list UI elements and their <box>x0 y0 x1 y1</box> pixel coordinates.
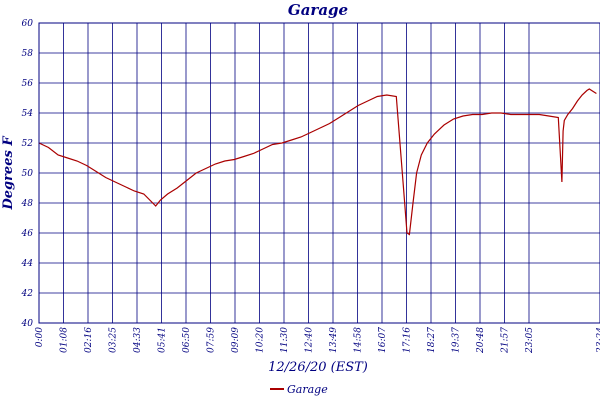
x-tick-label: 12:40 <box>305 327 315 353</box>
x-tick-label: 09:09 <box>231 327 241 353</box>
x-tick-label: 06:50 <box>182 327 192 353</box>
y-tick-label: 46 <box>21 229 34 239</box>
y-tick-label: 58 <box>22 49 34 59</box>
x-tick-label: 21:57 <box>501 327 511 354</box>
x-tick-label: 17:16 <box>403 327 413 353</box>
x-tick-label: 23:05 <box>525 327 535 354</box>
x-tick-label: 05:41 <box>158 327 168 353</box>
x-tick-label: 13:49 <box>329 327 339 353</box>
x-tick-labels: 0:00 01:08 02:16 03:25 04:33 05:41 06:50 07:59 0… <box>35 327 600 354</box>
plot-border <box>38 22 600 324</box>
x-tick-label: 19:37 <box>452 327 462 353</box>
legend: Garage <box>270 383 328 396</box>
y-tick-label: 60 <box>22 19 34 29</box>
y-tick-label: 50 <box>22 169 34 179</box>
y-tick-label: 48 <box>21 199 34 209</box>
x-tick-label: 18:27 <box>427 327 437 353</box>
y-tick-label: 42 <box>21 289 34 299</box>
x-tick-label: 07:59 <box>207 327 217 353</box>
legend-label-garage: Garage <box>287 383 328 396</box>
y-tick-label: 52 <box>22 139 34 149</box>
x-tick-label: 20:48 <box>476 327 486 354</box>
y-tick-label: 40 <box>21 319 34 329</box>
x-tick-label: 10:20 <box>256 327 266 353</box>
chart-title: Garage <box>288 1 348 19</box>
x-axis-label: 12/26/20 (EST) <box>268 360 368 375</box>
x-tick-label: 23:24 <box>596 327 600 354</box>
y-axis-label: Degrees F <box>1 136 16 211</box>
x-tick-label: 0:00 <box>35 327 45 347</box>
grid <box>38 22 600 324</box>
y-tick-label: 44 <box>21 259 34 269</box>
x-tick-label: 01:08 <box>60 327 70 353</box>
x-tick-label: 11:30 <box>280 327 290 353</box>
series-line-garage <box>38 88 597 236</box>
y-tick-label: 54 <box>22 109 34 119</box>
y-tick-labels: 40 42 44 46 48 50 52 54 56 58 60 <box>21 19 34 329</box>
x-tick-label: 02:16 <box>84 327 94 353</box>
x-tick-label: 03:25 <box>109 327 119 353</box>
y-tick-label: 56 <box>22 79 34 89</box>
x-tick-label: 14:58 <box>354 327 364 353</box>
x-tick-label: 04:33 <box>133 327 143 353</box>
x-tick-label: 16:07 <box>378 327 388 353</box>
